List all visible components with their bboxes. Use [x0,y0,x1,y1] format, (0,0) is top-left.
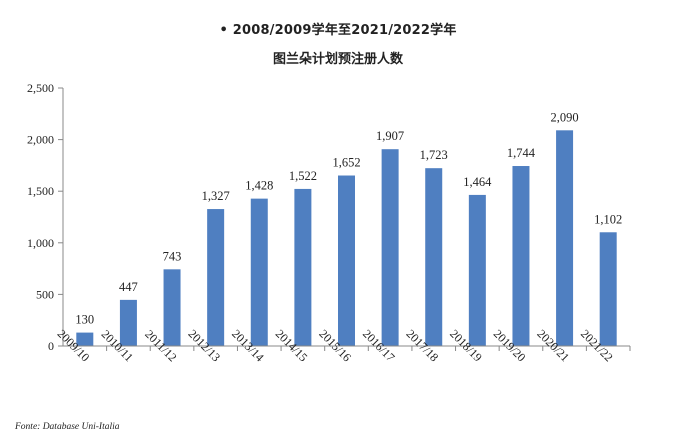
bar [468,194,486,346]
bar [76,332,94,346]
data-label: 1,102 [594,212,622,226]
chart-title: • 2008/2009学年至2021/2022学年 [219,23,457,38]
bar [381,149,399,346]
bar [338,175,355,346]
y-axis: 0 500 1,000 1,500 2,000 2,500 [27,81,64,353]
chart-subtitle: 图兰朵计划预注册人数 [272,52,403,67]
data-label: 1,744 [507,146,536,160]
bar [119,299,137,346]
bar [163,269,181,346]
data-label: 1,464 [463,175,492,189]
bars [76,130,617,346]
y-tick-label: 0 [48,339,54,353]
data-label: 1,723 [420,148,448,162]
data-labels: 130 447 743 1,327 1,428 1,522 1,652 1,907 1,723 1… [75,110,622,326]
data-label: 743 [163,249,182,263]
y-tick-label: 1,500 [27,184,54,198]
bar [512,166,530,346]
data-label: 130 [75,313,94,327]
bar [425,168,443,346]
data-label: 1,907 [376,129,404,143]
data-label: 1,428 [245,179,273,193]
bar [207,209,225,346]
data-label: 1,652 [332,156,360,170]
data-label: 447 [119,280,138,294]
bar [294,188,312,346]
y-tick-label: 2,500 [27,81,54,95]
y-tick-label: 2,000 [27,133,54,147]
data-label: 1,522 [289,169,317,183]
data-label: 2,090 [551,110,579,124]
y-tick-label: 500 [36,287,54,301]
data-label: 1,327 [202,189,230,203]
y-tick-label: 1,000 [27,236,54,250]
bar [250,198,268,346]
bar [599,232,617,346]
source-note: Fonte: Database Uni-Italia [15,422,120,432]
bar [556,130,574,346]
